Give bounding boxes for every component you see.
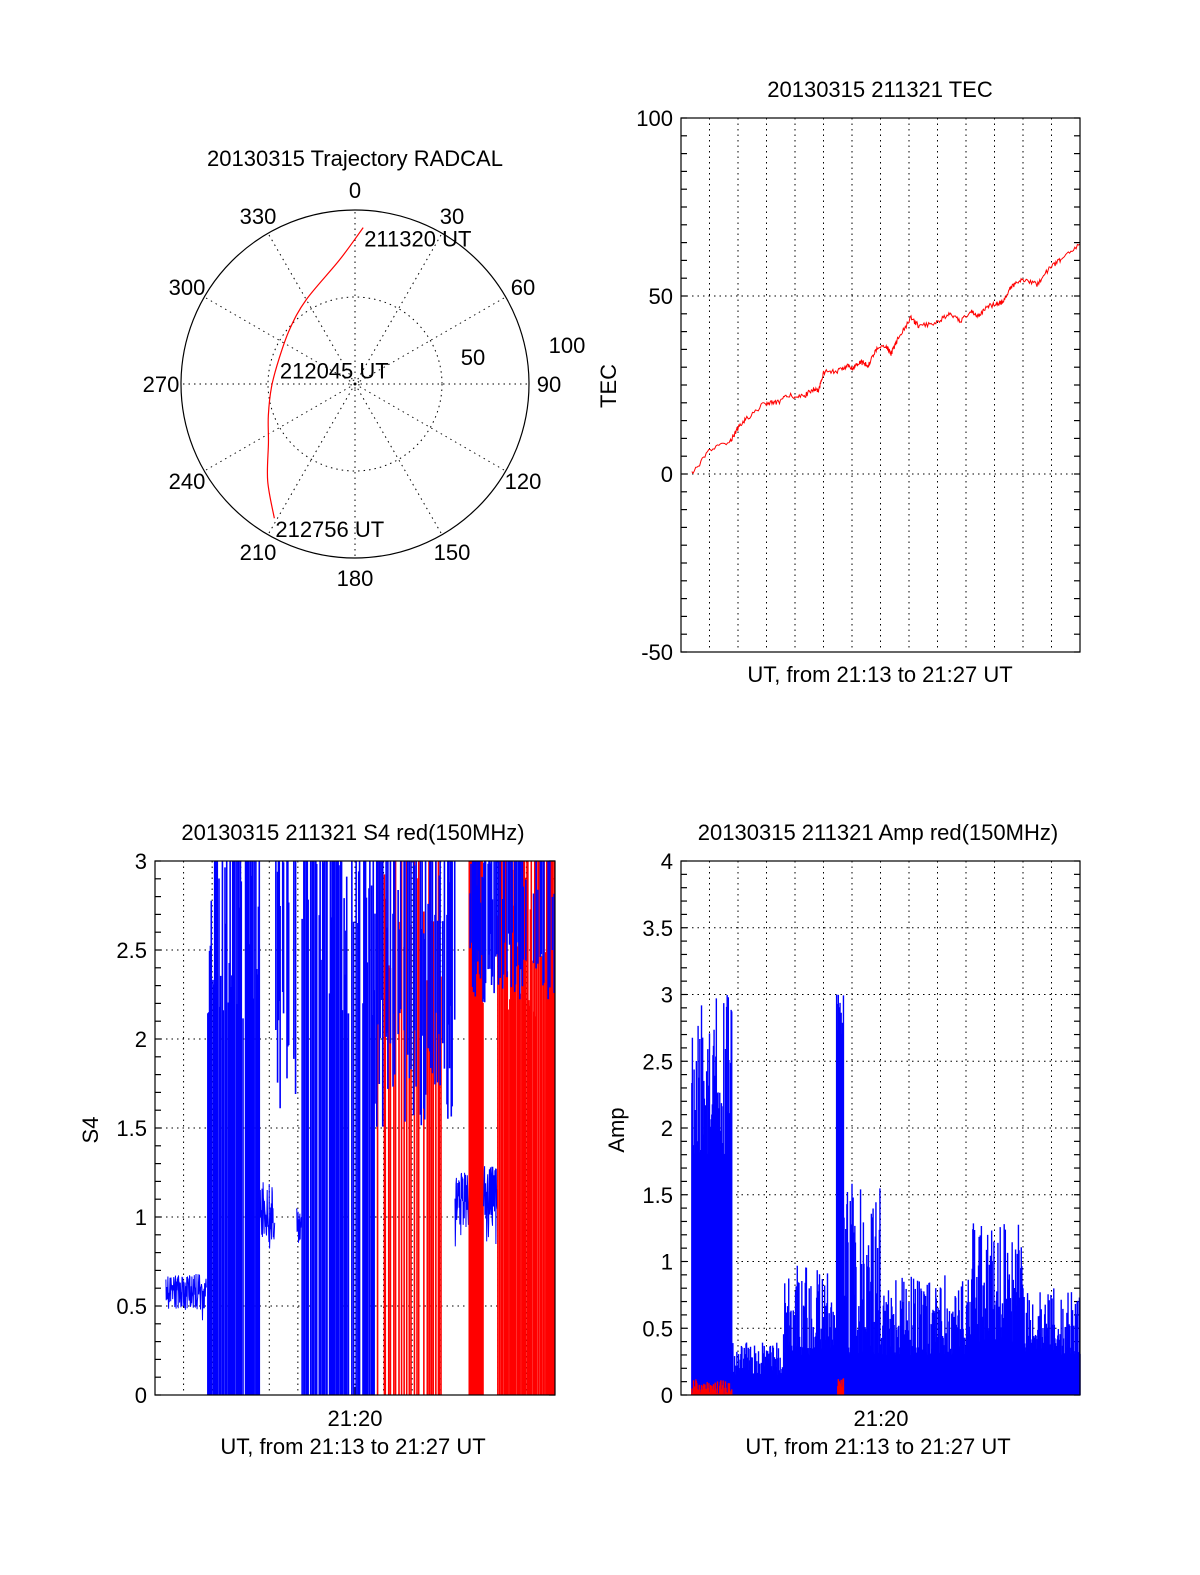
y-tick-label: 3.5	[642, 916, 673, 941]
y-tick-label: 50	[649, 284, 673, 309]
polar-spoke	[267, 233, 356, 385]
trajectory-time-label: 212756 UT	[275, 517, 384, 542]
trajectory-time-label: 211320 UT	[364, 227, 471, 252]
y-tick-label: 1.5	[116, 1116, 147, 1141]
y-tick-label: 2	[135, 1027, 147, 1052]
tec-series-line	[691, 243, 1081, 475]
polar-angle-label: 210	[240, 540, 277, 565]
polar-spoke	[354, 296, 506, 385]
trajectory-line	[266, 227, 364, 519]
s4-xlabel: UT, from 21:13 to 21:27 UT	[220, 1434, 485, 1459]
polar-angle-label: 60	[511, 275, 535, 300]
y-tick-label: -50	[641, 640, 673, 665]
y-tick-label: 4	[661, 849, 673, 874]
polar-spoke	[267, 383, 356, 535]
polar-angle-label: 240	[169, 469, 206, 494]
y-tick-label: 2.5	[642, 1049, 673, 1074]
amp-title: 20130315 211321 Amp red(150MHz)	[698, 820, 1058, 845]
polar-ring-50	[267, 296, 443, 472]
trajectory-time-label: 212045 UT	[280, 358, 389, 383]
y-tick-label: 3	[135, 849, 147, 874]
y-tick-label: 0.5	[116, 1294, 147, 1319]
polar-angle-label: 90	[537, 372, 561, 397]
s4-trace	[258, 1182, 276, 1249]
s4-xtick-label: 21:20	[327, 1406, 382, 1431]
s4-plot: 20130315 211321 S4 red(150MHz) 21:20 UT,…	[78, 820, 556, 1459]
polar-angle-label: 180	[337, 566, 374, 591]
polar-title: 20130315 Trajectory RADCAL	[207, 146, 503, 171]
y-tick-label: 3	[661, 983, 673, 1008]
y-tick-label: 0	[661, 462, 673, 487]
tec-plot: 20130315 211321 TEC UT, from 21:13 to 21…	[596, 77, 1081, 687]
s4-title: 20130315 211321 S4 red(150MHz)	[181, 820, 524, 845]
s4-trace	[295, 1208, 303, 1243]
plot-frame	[154, 860, 556, 1396]
s4-trace	[454, 1172, 470, 1247]
polar-outer-ring	[180, 209, 530, 559]
polar-angle-label: 0	[349, 178, 361, 203]
amp-xlabel: UT, from 21:13 to 21:27 UT	[745, 1434, 1010, 1459]
polar-angle-label: 270	[143, 372, 180, 397]
y-tick-label: 1.5	[642, 1183, 673, 1208]
tec-ylabel: TEC	[596, 364, 621, 408]
y-tick-label: 2.5	[116, 938, 147, 963]
y-tick-label: 1	[135, 1205, 147, 1230]
y-tick-label: 2	[661, 1116, 673, 1141]
y-tick-label: 100	[636, 106, 673, 131]
polar-center-ring	[350, 379, 360, 389]
s4-trace	[165, 1273, 207, 1321]
polar-trajectory-plot: 20130315 Trajectory RADCAL 0 30 60 90 120 150…	[143, 146, 586, 591]
amp-plot: 20130315 211321 Amp red(150MHz) 21:20 UT…	[604, 820, 1081, 1459]
amp-xtick-label: 21:20	[853, 1406, 908, 1431]
y-tick-label: 0.5	[642, 1316, 673, 1341]
polar-radial-label: 100	[549, 333, 586, 358]
polar-spoke	[354, 383, 506, 472]
polar-angle-label: 120	[505, 469, 542, 494]
plot-frame	[680, 117, 1081, 653]
y-tick-label: 1	[661, 1250, 673, 1275]
polar-angle-label: 300	[169, 275, 206, 300]
plot-frame	[680, 860, 1081, 1396]
polar-spoke	[354, 383, 443, 535]
polar-angle-label: 150	[434, 540, 471, 565]
y-tick-label: 0	[135, 1383, 147, 1408]
tec-xlabel: UT, from 21:13 to 21:27 UT	[747, 662, 1012, 687]
polar-spoke	[354, 233, 443, 385]
polar-angle-label: 30	[440, 204, 464, 229]
s4-trace	[483, 1166, 499, 1245]
tec-title: 20130315 211321 TEC	[767, 77, 993, 102]
polar-angle-label: 330	[240, 204, 277, 229]
s4-ylabel: S4	[78, 1117, 103, 1144]
amp-ylabel: Amp	[604, 1107, 629, 1152]
polar-radial-label: 50	[461, 345, 485, 370]
polar-spoke	[204, 296, 356, 385]
y-tick-label: 0	[661, 1383, 673, 1408]
polar-spoke	[204, 383, 356, 472]
